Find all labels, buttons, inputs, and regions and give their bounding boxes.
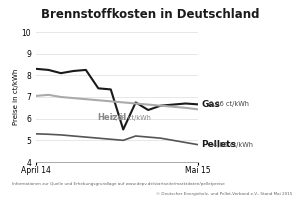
Text: © Deutscher Energieholz- und Pellet-Verband e.V., Stand Mai 2015: © Deutscher Energieholz- und Pellet-Verb… (156, 192, 292, 196)
Text: 6,66 ct/kWh: 6,66 ct/kWh (209, 101, 249, 107)
Text: Brennstoffkosten in Deutschland: Brennstoffkosten in Deutschland (41, 8, 259, 21)
Text: Gas: Gas (201, 100, 220, 109)
Text: Informationen zur Quelle und Erhebungsgrundlage auf www.depv.de/startseite/markt: Informationen zur Quelle und Erhebungsgr… (12, 182, 225, 186)
Text: 4,80 ct/kWh: 4,80 ct/kWh (213, 142, 253, 148)
Text: Pellets: Pellets (201, 140, 236, 149)
Y-axis label: Preise in ct/kWh: Preise in ct/kWh (13, 69, 19, 125)
Text: Heizöl: Heizöl (98, 113, 127, 122)
Text: 6,43 ct/kWh: 6,43 ct/kWh (111, 115, 151, 121)
